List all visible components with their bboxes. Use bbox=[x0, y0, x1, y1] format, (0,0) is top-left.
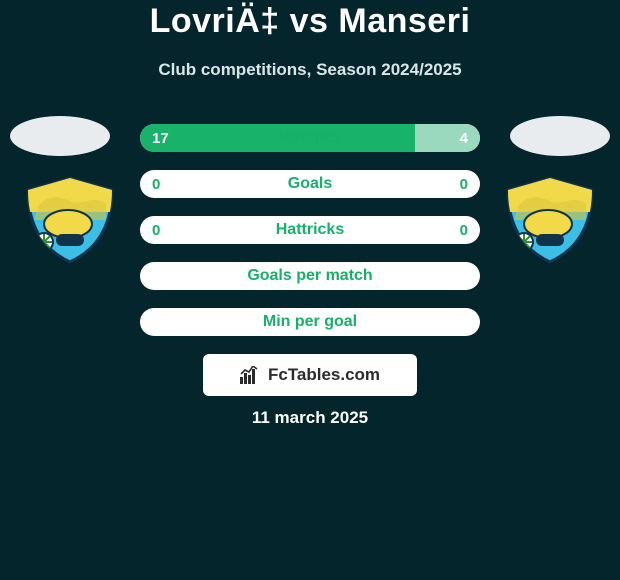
branding-box: FcTables.com bbox=[203, 354, 417, 396]
stat-row: Goals per match bbox=[140, 262, 480, 290]
stat-value-right: 0 bbox=[448, 216, 480, 244]
shield-icon bbox=[500, 176, 600, 264]
player-left-avatar bbox=[10, 116, 110, 156]
stat-value-right: 0 bbox=[448, 170, 480, 198]
footer-date: 11 march 2025 bbox=[0, 408, 620, 428]
stat-label: Min per goal bbox=[140, 308, 480, 336]
stat-value-left: 0 bbox=[140, 170, 172, 198]
team-badge-right bbox=[500, 176, 600, 264]
stat-row: Min per goal bbox=[140, 308, 480, 336]
comparison-card: LovriÄ‡ vs Manseri Club competitions, Se… bbox=[0, 0, 620, 580]
stat-label: Hattricks bbox=[140, 216, 480, 244]
stat-label: Goals per match bbox=[140, 262, 480, 290]
shield-icon bbox=[20, 176, 120, 264]
bar-chart-icon bbox=[240, 366, 262, 384]
team-badge-left bbox=[20, 176, 120, 264]
stat-value-left: 17 bbox=[140, 124, 181, 152]
stat-row: Hattricks0 0 bbox=[140, 216, 480, 244]
stats-bars: Matches174Goals00Hattricks00Goals per ma… bbox=[140, 124, 480, 354]
stat-row: Matches17 4 bbox=[140, 124, 480, 152]
stat-label: Matches bbox=[140, 124, 480, 152]
page-subtitle: Club competitions, Season 2024/2025 bbox=[0, 60, 620, 80]
stat-value-right: 4 bbox=[448, 124, 480, 152]
stat-value-left: 0 bbox=[140, 216, 172, 244]
branding-text: FcTables.com bbox=[268, 365, 380, 385]
player-right-avatar bbox=[510, 116, 610, 156]
page-title: LovriÄ‡ vs Manseri bbox=[0, 2, 620, 41]
stat-row: Goals0 0 bbox=[140, 170, 480, 198]
stat-label: Goals bbox=[140, 170, 480, 198]
